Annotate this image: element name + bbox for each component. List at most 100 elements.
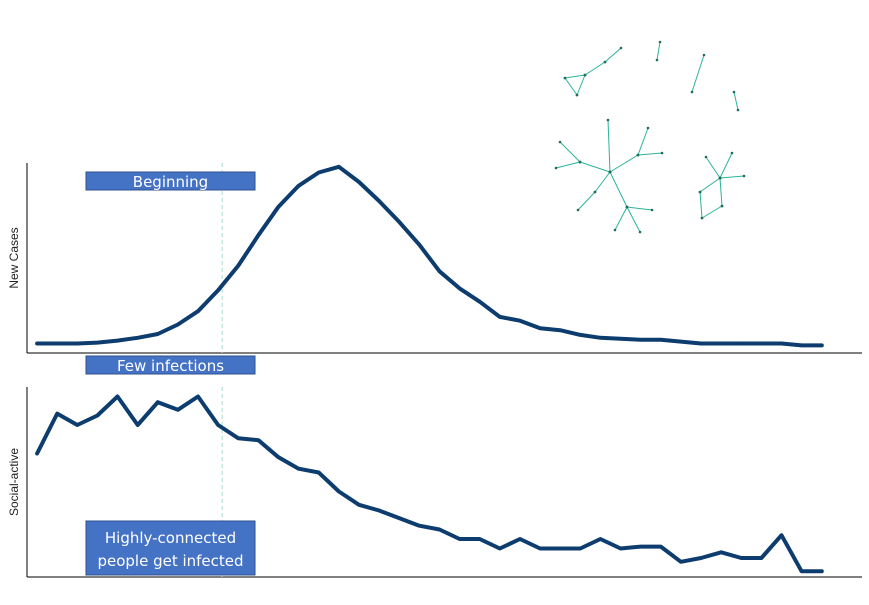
network-edge	[559, 141, 581, 163]
network-node	[720, 204, 724, 208]
social-active-point	[478, 537, 482, 541]
network-node	[578, 160, 582, 164]
network-node	[606, 118, 610, 122]
social-active-point	[35, 452, 39, 455]
new-cases-point	[136, 336, 140, 340]
few-infections-label: Few infections	[117, 357, 224, 375]
network-edge	[594, 171, 611, 193]
network-edge	[577, 191, 596, 211]
social-active-point	[95, 414, 99, 417]
social-active-point	[578, 547, 582, 550]
social-active-point	[498, 547, 502, 550]
few-infections-box: Few infections	[85, 355, 256, 375]
new-cases-point	[55, 342, 59, 345]
social-active-point	[558, 547, 562, 550]
new-cases-point	[397, 220, 401, 224]
new-cases-point	[518, 319, 522, 323]
network-edge	[701, 205, 723, 219]
social-active-ylabel: Social-active	[7, 448, 21, 516]
social-active-point	[317, 471, 321, 474]
network-edge	[719, 177, 723, 207]
network-edge	[705, 156, 721, 179]
network-edge	[719, 175, 745, 179]
social-active-point	[679, 560, 683, 564]
network-node	[593, 190, 597, 194]
new-cases-point	[659, 338, 663, 342]
network-edge	[626, 206, 641, 233]
social-active-point	[297, 467, 301, 471]
new-cases-marks	[35, 163, 824, 353]
social-active-point	[277, 455, 281, 459]
social-active-point	[719, 550, 723, 554]
social-active-point	[820, 569, 824, 573]
social-active-point	[780, 533, 784, 537]
new-cases-point	[699, 342, 703, 345]
new-cases-point	[498, 315, 502, 319]
network-edge	[699, 191, 703, 219]
network-node	[619, 46, 623, 50]
social-active-point	[55, 412, 59, 416]
network-node	[603, 60, 607, 64]
new-cases-series-line	[35, 164, 824, 348]
new-cases-point	[95, 341, 99, 345]
new-cases-point	[639, 338, 643, 342]
new-cases-point	[417, 243, 421, 247]
network-edge	[637, 127, 649, 156]
social-active-point	[136, 423, 140, 427]
social-active-point	[337, 490, 341, 493]
new-cases-panel: New Cases	[7, 163, 862, 354]
network-node	[638, 230, 642, 234]
social-active-point	[156, 400, 160, 404]
new-cases-point	[538, 326, 542, 330]
social-active-point	[75, 423, 79, 427]
new-cases-point	[216, 288, 220, 292]
network-edge	[609, 154, 639, 173]
social-active-point	[377, 509, 381, 512]
network-node	[563, 76, 567, 80]
new-cases-point	[578, 333, 582, 337]
network-edge	[609, 171, 628, 208]
network-edge	[579, 161, 611, 173]
social-active-point	[357, 503, 361, 507]
social-active-point	[417, 524, 421, 528]
network-edge	[607, 119, 611, 173]
new-cases-point	[256, 233, 260, 237]
social-active-point	[639, 545, 643, 549]
social-active-point	[598, 537, 602, 541]
new-cases-point	[820, 343, 824, 347]
new-cases-point	[277, 205, 281, 209]
network-node	[742, 174, 746, 178]
new-cases-point	[478, 300, 482, 304]
social-active-point	[759, 556, 763, 560]
network-edge	[564, 74, 586, 79]
new-cases-point	[759, 342, 763, 345]
social-active-point	[437, 528, 441, 531]
network-node	[575, 93, 579, 97]
network-edge	[555, 161, 581, 169]
new-cases-point	[719, 342, 723, 345]
social-active-point	[236, 436, 240, 440]
network-node	[730, 151, 734, 155]
network-node	[718, 176, 722, 180]
network-edge	[626, 206, 653, 211]
network-node	[576, 208, 580, 212]
new-cases-point	[437, 269, 441, 273]
network-node	[698, 190, 702, 194]
social-active-point	[256, 438, 260, 442]
social-active-point	[699, 556, 703, 560]
new-cases-point	[75, 342, 79, 345]
new-cases-point	[35, 342, 39, 345]
social-active-point	[518, 537, 522, 541]
network-node	[625, 205, 629, 209]
network-node	[646, 126, 650, 130]
network-node	[700, 216, 704, 220]
network-edge	[637, 152, 663, 156]
new-cases-point	[377, 199, 381, 203]
new-cases-point	[558, 328, 562, 332]
network-edge	[564, 77, 578, 96]
new-cases-point	[317, 171, 321, 174]
network-node	[655, 58, 659, 62]
network-node	[636, 153, 640, 157]
network-node	[554, 166, 558, 170]
new-cases-point	[739, 342, 743, 345]
